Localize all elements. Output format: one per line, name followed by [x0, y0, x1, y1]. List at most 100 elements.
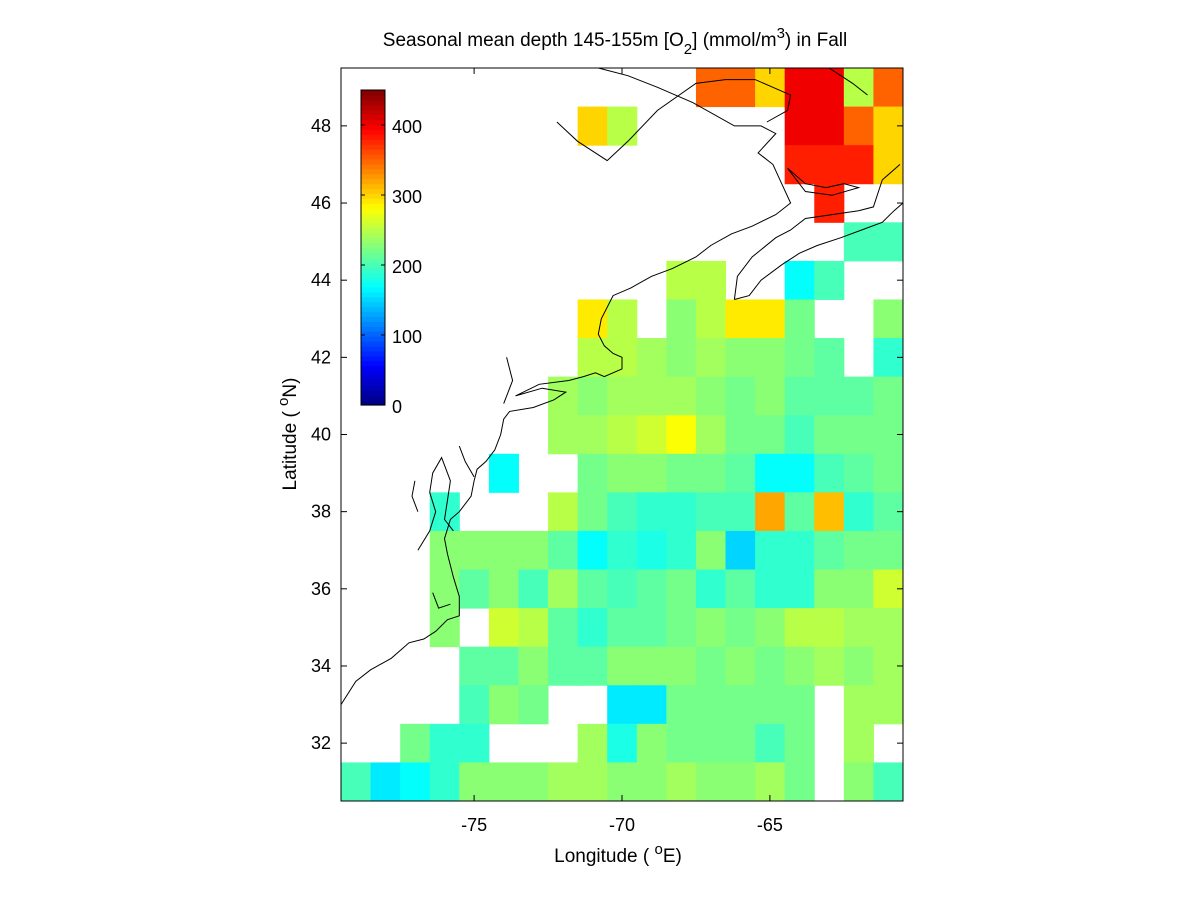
heatmap-cell — [607, 608, 638, 648]
heatmap-cell — [843, 492, 874, 532]
heatmap-cell — [577, 569, 608, 609]
coastline — [340, 67, 904, 705]
heatmap-cell — [843, 222, 874, 262]
heatmap-cell — [725, 762, 756, 802]
colorbar-swatch — [361, 286, 385, 293]
coastline-segment — [734, 202, 904, 300]
heatmap-cell — [814, 453, 845, 493]
heatmap-cell — [784, 762, 815, 802]
colorbar-swatch — [361, 114, 385, 121]
heatmap-cell — [725, 530, 756, 571]
heatmap-cell — [666, 415, 697, 455]
heatmap-cell — [843, 723, 874, 763]
colorbar-swatch — [361, 301, 385, 308]
colorbar-swatch — [361, 375, 385, 381]
heatmap-cell — [636, 376, 667, 416]
colorbar-swatch — [361, 134, 385, 140]
heatmap-cell — [873, 299, 904, 339]
heatmap-cell — [873, 68, 904, 108]
colorbar-swatch — [361, 104, 385, 111]
heatmap-cell — [695, 569, 727, 609]
heatmap-cell — [755, 376, 786, 416]
colorbar-swatch — [361, 252, 385, 258]
colorbar-swatch — [361, 178, 385, 185]
heatmap-cell — [666, 376, 697, 416]
heatmap-cell — [518, 530, 549, 571]
heatmap-cell — [429, 762, 460, 802]
heatmap-cell — [873, 453, 904, 493]
colorbar-swatch — [361, 336, 385, 342]
heatmap-cell — [814, 530, 845, 571]
colorbar-swatch — [361, 350, 385, 357]
heatmap-cell — [548, 530, 579, 571]
heatmap-cell — [725, 299, 756, 339]
y-tick-label: 42 — [311, 347, 331, 367]
colorbar-swatch — [361, 149, 385, 155]
heatmap-cell — [695, 68, 727, 108]
colorbar-swatch — [361, 400, 385, 406]
heatmap-cell — [725, 685, 756, 725]
colorbar-swatch — [361, 213, 385, 219]
heatmap-cell — [725, 68, 756, 108]
heatmap-cell — [873, 222, 904, 262]
heatmap-cell — [607, 569, 638, 609]
heatmap-cell — [341, 762, 372, 802]
heatmap-cell — [725, 608, 756, 648]
heatmap-cell — [666, 453, 697, 493]
heatmap-cell — [577, 530, 608, 571]
heatmap-cell — [666, 260, 697, 300]
heatmap-cell — [548, 762, 579, 802]
heatmap-cell — [548, 569, 579, 609]
heatmap-cell — [666, 299, 697, 339]
heatmap-cell — [725, 376, 756, 416]
colorbar-swatch — [361, 90, 385, 96]
colorbar-swatch — [361, 144, 385, 150]
colorbar-swatch — [361, 158, 385, 165]
heatmap-cell — [636, 453, 667, 493]
heatmap-cell — [755, 453, 786, 493]
y-tick-label: 40 — [311, 425, 331, 445]
heatmap-cell — [843, 762, 874, 802]
heatmap-cell — [784, 453, 815, 493]
axis-ticks: -75 -70 -65 32 34 36 38 40 42 44 46 48 — [311, 68, 903, 835]
colorbar-swatch — [361, 173, 385, 180]
heatmap-cell — [725, 569, 756, 609]
heatmap-cell — [666, 492, 697, 532]
heatmap-cell — [607, 415, 638, 455]
heatmap-cell — [370, 762, 401, 802]
heatmap-cell — [755, 685, 786, 725]
colorbar-swatch — [361, 203, 385, 209]
heatmap-cell — [400, 762, 431, 802]
heatmap-cell — [636, 492, 667, 532]
heatmap-cell — [488, 608, 519, 648]
heatmap-cell — [814, 376, 845, 416]
heatmap-cells — [341, 68, 904, 802]
heatmap-cell — [784, 415, 815, 455]
heatmap-cell — [400, 723, 431, 763]
heatmap-cell — [873, 685, 904, 725]
heatmap-cell — [755, 415, 786, 455]
heatmap-cell — [725, 338, 756, 378]
x-axis-label: Longitude ( oE) — [554, 841, 682, 867]
colorbar-swatch — [361, 119, 385, 126]
heatmap-cell — [814, 415, 845, 455]
colorbar-swatch — [361, 385, 385, 391]
heatmap-cell — [784, 338, 815, 378]
heatmap-cell — [636, 723, 667, 763]
colorbar-swatch — [361, 257, 385, 263]
heatmap-cell — [843, 145, 874, 185]
heatmap-cell — [695, 376, 727, 416]
colorbar-swatch — [361, 153, 385, 160]
colorbar-swatch — [361, 272, 385, 278]
heatmap-cell — [695, 338, 727, 378]
heatmap-cell — [666, 608, 697, 648]
heatmap-cell — [755, 338, 786, 378]
colorbar-swatch — [361, 129, 385, 135]
colorbar-swatch — [361, 262, 385, 268]
heatmap-cell — [873, 145, 904, 185]
colorbar-swatch — [361, 237, 385, 244]
heatmap-cell — [784, 569, 815, 609]
heatmap-cell — [784, 145, 815, 185]
heatmap-cell — [548, 492, 579, 532]
